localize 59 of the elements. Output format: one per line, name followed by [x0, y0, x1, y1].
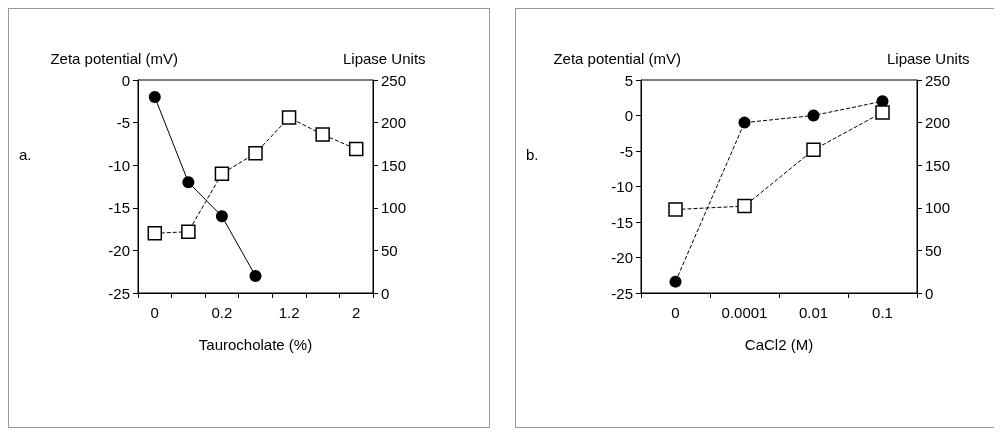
x-tick-label: 0.01 [798, 304, 829, 321]
y2-axis-title: Lipase Units [887, 50, 970, 67]
point [147, 226, 163, 241]
y2-tick-label: 100 [381, 199, 407, 217]
y-tick-label: 0 [624, 107, 633, 124]
point [315, 127, 330, 142]
text: b. [526, 146, 539, 163]
x-tick-label: 0.1 [872, 304, 893, 321]
x-axis-title: CaCl2 (M) [744, 336, 814, 353]
x-tick-label: 2 [352, 304, 361, 321]
y-tick-label: -5 [116, 114, 130, 132]
text: a. [19, 146, 32, 163]
point [737, 198, 752, 214]
y2-tick-label: 100 [925, 199, 951, 217]
y-tick-label: -5 [619, 142, 633, 160]
x-axis-title: Taurocholate (%) [198, 336, 313, 353]
point [214, 166, 230, 181]
y2-tick-label: 0 [925, 284, 934, 302]
point [807, 109, 820, 122]
y-tick-label: -25 [108, 284, 130, 302]
y2-tick-label: 200 [925, 114, 951, 132]
y-tick-label: -10 [108, 156, 130, 174]
y-tick-label: -20 [611, 249, 633, 266]
y2-tick-label: 150 [925, 156, 951, 174]
point [875, 105, 890, 120]
y2-tick-label: 150 [381, 156, 407, 174]
y2-tick-label: 200 [381, 114, 407, 132]
point [182, 176, 195, 189]
y-axis-title: Zeta potential (mV) [553, 50, 681, 67]
y-tick-label: 5 [624, 71, 633, 89]
y2-tick-label: 250 [925, 71, 951, 89]
point [181, 224, 196, 239]
y2-tick-label: 0 [381, 284, 390, 302]
point [215, 210, 228, 223]
point [806, 142, 821, 158]
y2-axis-title: Lipase Units [343, 50, 426, 67]
y-tick-label: -20 [108, 241, 130, 259]
y2-tick-label: 50 [381, 241, 398, 259]
point [668, 202, 683, 217]
point [281, 110, 297, 125]
y2-tick-label: 50 [925, 241, 942, 259]
x-tick-label: 0.0001 [721, 304, 768, 321]
x-tick-label: 1.2 [278, 304, 300, 321]
y-tick-label: -15 [611, 213, 633, 231]
y-tick-label: 0 [121, 71, 130, 89]
y-axis-title: Zeta potential (mV) [50, 50, 178, 67]
x-tick-label: 0 [150, 304, 159, 321]
y2-tick-label: 250 [381, 71, 407, 89]
point [738, 116, 751, 129]
point [248, 146, 263, 161]
point [348, 141, 364, 157]
y-tick-label: -10 [611, 178, 633, 195]
point [148, 91, 161, 104]
point [249, 269, 262, 282]
y-tick-label: -15 [108, 199, 130, 217]
x-tick-label: 0.2 [211, 304, 233, 321]
y-tick-label: -25 [611, 284, 633, 302]
point [669, 275, 682, 288]
x-tick-label: 0 [671, 304, 680, 321]
